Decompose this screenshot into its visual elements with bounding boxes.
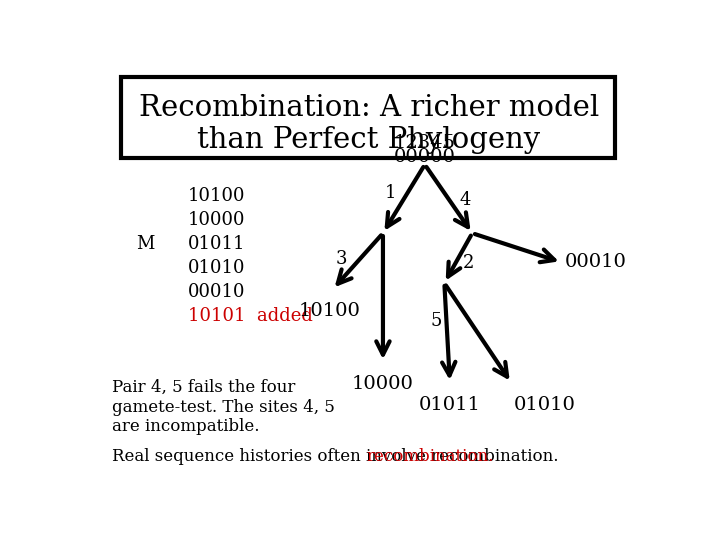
Text: 2: 2: [462, 254, 474, 272]
Text: 12345: 12345: [394, 134, 456, 152]
Text: 01010: 01010: [514, 395, 576, 414]
Text: 00010: 00010: [188, 284, 245, 301]
Text: 10000: 10000: [352, 375, 414, 393]
Text: Pair 4, 5 fails the four: Pair 4, 5 fails the four: [112, 379, 296, 395]
Text: 10000: 10000: [188, 211, 245, 229]
Text: 1: 1: [384, 184, 396, 202]
Text: 10101  added: 10101 added: [188, 307, 312, 326]
Text: Real sequence histories often involve recombination.: Real sequence histories often involve re…: [112, 448, 559, 465]
Text: are incompatible.: are incompatible.: [112, 418, 260, 435]
Text: 01011: 01011: [419, 395, 481, 414]
Text: gamete-test. The sites 4, 5: gamete-test. The sites 4, 5: [112, 400, 336, 416]
Text: 5: 5: [431, 312, 442, 330]
Text: 10100: 10100: [299, 302, 361, 320]
Text: Recombination: A richer model: Recombination: A richer model: [139, 94, 599, 123]
Text: 01011: 01011: [188, 235, 245, 253]
Text: 01010: 01010: [188, 259, 245, 277]
Text: than Perfect Phylogeny: than Perfect Phylogeny: [197, 126, 541, 154]
Text: 4: 4: [459, 191, 471, 209]
Text: 10100: 10100: [188, 187, 245, 205]
Text: 00000: 00000: [394, 148, 456, 166]
Text: recombination.: recombination.: [366, 448, 494, 465]
Text: M: M: [136, 235, 154, 253]
Text: 3: 3: [336, 250, 347, 268]
Bar: [121, 77, 615, 158]
Text: 00010: 00010: [564, 253, 626, 271]
